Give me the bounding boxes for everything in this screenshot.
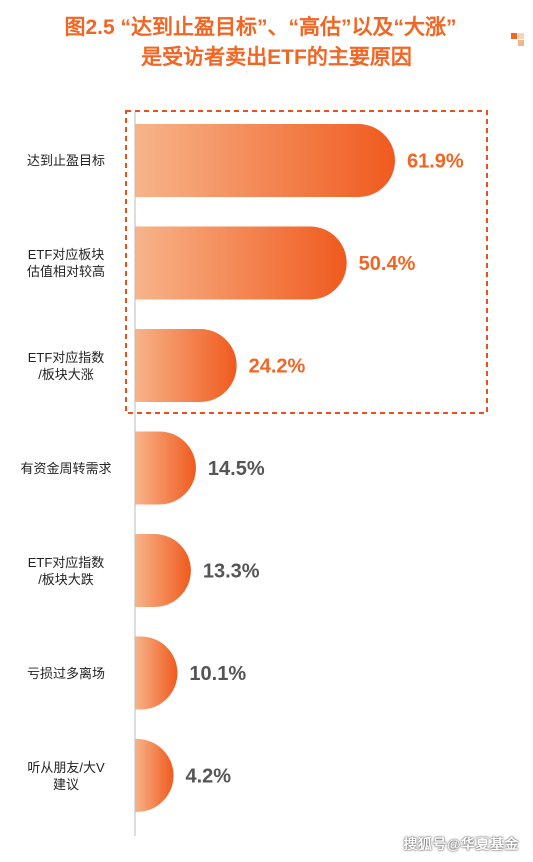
category-label-line: 听从朋友/大V (27, 759, 105, 775)
chart-title-line-2: 是受访者卖出ETF的主要原因 (141, 46, 412, 69)
category-label-line: 亏损过多离场 (26, 665, 105, 681)
category-label: ETF对应指数/板块大涨 (4, 349, 128, 383)
value-label: 4.2% (186, 766, 232, 788)
bar (135, 534, 191, 607)
value-label: 24.2% (249, 356, 306, 378)
bar (135, 329, 237, 402)
category-label: 有资金周转需求 (4, 460, 128, 477)
category-label: 亏损过多离场 (4, 665, 128, 682)
category-label-line: ETF对应指数 (27, 554, 105, 570)
bar (135, 124, 395, 197)
value-label: 61.9% (407, 151, 464, 173)
value-label: 50.4% (359, 253, 416, 275)
category-label: 听从朋友/大V 建议 (4, 759, 128, 793)
watermark: 搜狐号@华夏基金 (403, 836, 519, 852)
chart-title-line-1: 图2.5 “达到止盈目标”、“高估”以及“大涨” (64, 16, 457, 39)
category-label-line: ETF对应指数 (27, 349, 105, 365)
value-label: 10.1% (189, 663, 246, 685)
category-label-line: /板块大跌 (38, 571, 94, 587)
bar (135, 739, 174, 812)
category-label-line: 建议 (52, 776, 79, 792)
category-label-line: 估值相对较高 (26, 264, 105, 279)
corner-decoration-icon (511, 33, 524, 46)
category-label-line: /板块大涨 (38, 366, 94, 382)
category-label: 达到止盈目标 (4, 152, 128, 169)
value-label: 13.3% (203, 561, 260, 583)
bar (135, 431, 196, 505)
category-label-line: ETF对应板块 (27, 247, 105, 262)
highlight-box (125, 110, 488, 414)
category-label-line: 达到止盈目标 (26, 153, 105, 168)
bar (135, 226, 347, 300)
value-label: 14.5% (208, 458, 265, 480)
bar (135, 636, 178, 710)
category-label: ETF对应指数/板块大跌 (4, 554, 128, 588)
category-label: ETF对应板块 估值相对较高 (4, 246, 128, 280)
category-label-line: 有资金周转需求 (20, 460, 112, 476)
